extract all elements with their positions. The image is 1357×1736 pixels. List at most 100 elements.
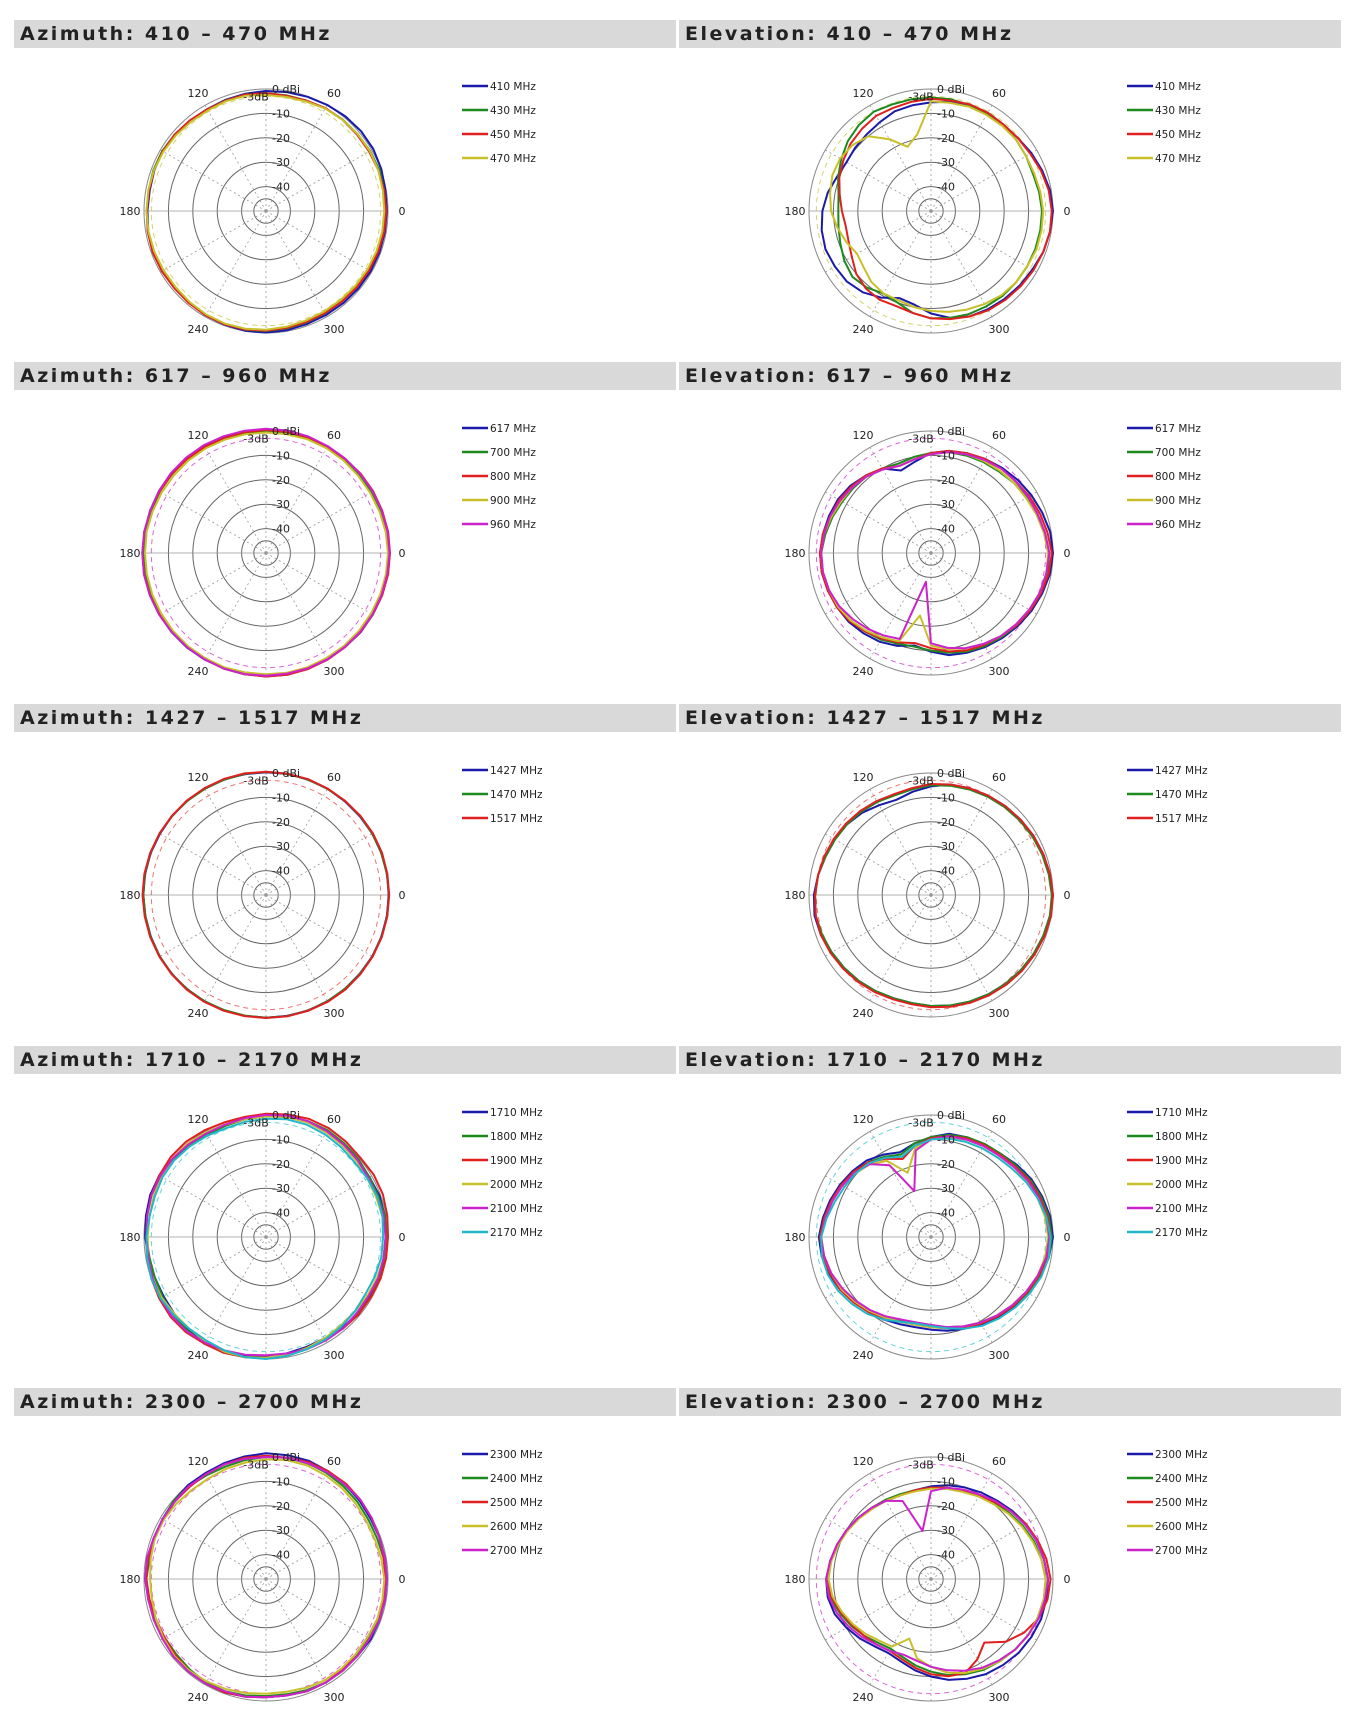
angle-tick-label: 0 — [1064, 547, 1071, 560]
grid-spoke — [930, 105, 993, 212]
grid-spoke — [930, 789, 993, 896]
legend-label: 470 MHz — [1155, 153, 1201, 165]
polar-plot: 0 dBi -10 -20 -30 -40 -3dB 120 60 180 0 240 300 1427… — [785, 765, 1209, 1020]
ring-label: -10 — [937, 1133, 955, 1146]
grid-spoke — [930, 1473, 993, 1580]
ref-label: -3dB — [908, 1116, 934, 1129]
grid-spoke — [204, 552, 267, 659]
angle-tick-label: 240 — [188, 1349, 209, 1362]
legend-label: 2600 MHz — [1155, 1521, 1208, 1533]
angle-tick-label: 120 — [853, 1113, 874, 1126]
legend-label: 1427 MHz — [1155, 765, 1208, 777]
grid-spoke — [930, 552, 993, 659]
angle-tick-label: 240 — [188, 1007, 209, 1020]
angle-tick-label: 0 — [399, 547, 406, 560]
series-line — [819, 1135, 1052, 1330]
angle-tick-label: 300 — [989, 1007, 1010, 1020]
legend-label: 2500 MHz — [1155, 1497, 1208, 1509]
chart-panel: Azimuth: 1710 – 2170 MHz 0 dBi -10 -20 -30 -4… — [14, 1046, 676, 1376]
legend-label: 2170 MHz — [1155, 1227, 1208, 1239]
ref-label: -3dB — [243, 1116, 269, 1129]
series-line — [825, 1486, 1050, 1672]
angle-tick-label: 300 — [324, 1349, 345, 1362]
series-line — [144, 1456, 388, 1699]
ring-label: -10 — [272, 1133, 290, 1146]
legend-label: 470 MHz — [490, 153, 536, 165]
polar-plot: 0 dBi -10 -20 -30 -40 -3dB 120 60 180 0 240 300 1710… — [785, 1107, 1209, 1362]
grid-spoke — [265, 1175, 372, 1238]
grid-spoke — [160, 149, 267, 212]
angle-tick-label: 0 — [1064, 889, 1071, 902]
legend-label: 1427 MHz — [490, 765, 543, 777]
ring-label: -40 — [937, 1549, 955, 1562]
ring-label: -10 — [272, 1475, 290, 1488]
legend-label: 430 MHz — [1155, 105, 1201, 117]
chart-title: Elevation: 617 – 960 MHz — [679, 362, 1341, 390]
angle-tick-label: 180 — [120, 547, 141, 560]
ring-label: -30 — [937, 840, 955, 853]
legend-label: 1710 MHz — [490, 1107, 543, 1119]
chart-title: Azimuth: 1710 – 2170 MHz — [14, 1046, 676, 1074]
ring-label: -30 — [272, 498, 290, 511]
ring-label: -20 — [937, 1158, 955, 1171]
chart-panel: Elevation: 2300 – 2700 MHz 0 dBi -10 -20 -30… — [679, 1388, 1341, 1718]
chart-panel: Elevation: 1710 – 2170 MHz 0 dBi -10 -20 -30… — [679, 1046, 1341, 1376]
grid-spoke — [160, 833, 267, 896]
grid-spoke — [204, 447, 267, 554]
angle-tick-label: 60 — [992, 87, 1006, 100]
grid-spoke — [265, 1578, 372, 1641]
ref-3db-circle — [815, 437, 1047, 669]
grid-spoke — [265, 1131, 328, 1238]
polar-plot: 0 dBi -10 -20 -30 -40 -3dB 120 60 180 0 240 300 1427… — [120, 765, 544, 1020]
chart-title: Azimuth: 617 – 960 MHz — [14, 362, 676, 390]
grid-spoke — [265, 894, 328, 1001]
grid-spoke — [204, 210, 267, 317]
angle-tick-label: 0 — [399, 205, 406, 218]
grid-spoke — [265, 1473, 328, 1580]
series-line — [838, 97, 1053, 321]
angle-tick-label: 120 — [188, 1455, 209, 1468]
legend-label: 2300 MHz — [490, 1449, 543, 1461]
series-line — [820, 1137, 1052, 1330]
grid-spoke — [869, 789, 932, 896]
series-line — [149, 1458, 386, 1695]
grid-spoke — [825, 1517, 932, 1580]
angle-tick-label: 120 — [853, 771, 874, 784]
ring-label: 0 dBi — [937, 1451, 965, 1464]
legend-label: 700 MHz — [1155, 447, 1201, 459]
grid-spoke — [930, 491, 1037, 554]
ref-3db-circle — [150, 1463, 382, 1695]
grid-spoke — [869, 447, 932, 554]
grid-spoke — [204, 1131, 267, 1238]
ring-label: -10 — [937, 791, 955, 804]
series-line — [826, 1486, 1052, 1678]
ref-3db-circle — [150, 95, 382, 327]
angle-tick-label: 240 — [853, 1691, 874, 1704]
legend-label: 2500 MHz — [490, 1497, 543, 1509]
grid-spoke — [930, 149, 1037, 212]
ref-3db-circle — [815, 95, 1047, 327]
legend-label: 1517 MHz — [490, 813, 543, 825]
series-line — [145, 93, 386, 331]
legend-label: 2400 MHz — [1155, 1473, 1208, 1485]
ring-label: -20 — [272, 132, 290, 145]
angle-tick-label: 120 — [188, 771, 209, 784]
ring-label: -10 — [272, 449, 290, 462]
chart-panel: Elevation: 1427 – 1517 MHz 0 dBi -10 -20 -30… — [679, 704, 1341, 1034]
legend-label: 2100 MHz — [1155, 1203, 1208, 1215]
grid-spoke — [265, 491, 372, 554]
ref-3db-circle — [815, 779, 1047, 1011]
angle-tick-label: 120 — [188, 1113, 209, 1126]
grid-spoke — [869, 1473, 932, 1580]
angle-tick-label: 60 — [327, 1455, 341, 1468]
legend-label: 900 MHz — [1155, 495, 1201, 507]
chart-title: Elevation: 410 – 470 MHz — [679, 20, 1341, 48]
angle-tick-label: 180 — [785, 547, 806, 560]
ring-label: 0 dBi — [272, 83, 300, 96]
ring-label: -40 — [272, 523, 290, 536]
chart-panel: Azimuth: 410 – 470 MHz 0 dBi -10 -20 -30 -40 -… — [14, 20, 676, 350]
angle-tick-label: 240 — [188, 1691, 209, 1704]
angle-tick-label: 300 — [989, 1691, 1010, 1704]
chart-title: Elevation: 1710 – 2170 MHz — [679, 1046, 1341, 1074]
ring-label: -20 — [937, 1500, 955, 1513]
